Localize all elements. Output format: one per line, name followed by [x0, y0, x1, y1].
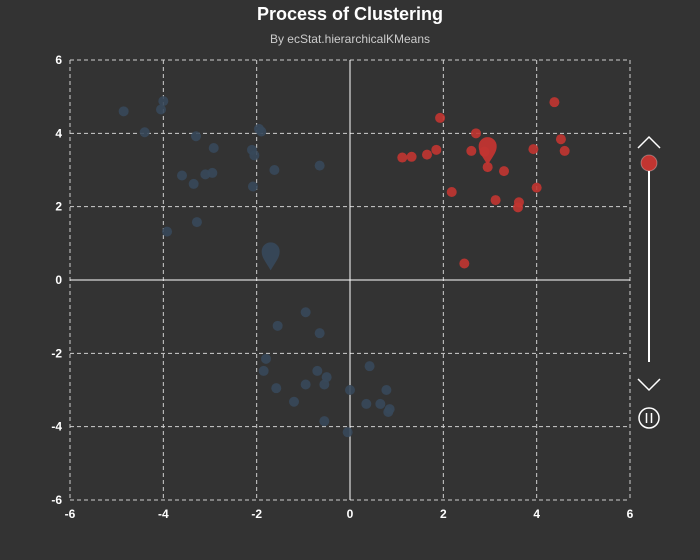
- scatter-point: [256, 126, 267, 137]
- scatter-point: [549, 97, 560, 108]
- scatter-point: [162, 226, 173, 237]
- scatter-point: [261, 353, 271, 364]
- scatter-point: [383, 407, 394, 417]
- scatter-point: [314, 160, 325, 171]
- x-tick-label: 0: [347, 507, 354, 521]
- scatter-point: [466, 145, 477, 156]
- scatter-point: [446, 187, 457, 197]
- scatter-point: [342, 427, 353, 438]
- chart-title: Process of Clustering: [256, 4, 444, 24]
- scatter-point: [207, 167, 218, 178]
- scatter-point: [258, 365, 269, 376]
- scatter-point: [397, 152, 408, 163]
- scatter-point: [272, 320, 283, 331]
- scatter-point: [482, 162, 493, 173]
- chart-subtitle: By ecStat.hierarchicalKMeans: [269, 32, 431, 46]
- y-tick-label: -6: [51, 493, 62, 507]
- scatter-point: [312, 365, 323, 376]
- timeline-prev-icon[interactable]: [637, 135, 661, 149]
- scatter-point: [531, 182, 542, 193]
- scatter-point: [247, 181, 258, 192]
- scatter-point: [528, 144, 539, 155]
- scatter-point: [364, 361, 375, 372]
- timeline-control[interactable]: [637, 135, 661, 429]
- scatter-point: [319, 416, 330, 427]
- pause-icon[interactable]: [638, 407, 660, 429]
- scatter-point: [375, 398, 386, 409]
- x-tick-labels: -6 -4 -2 0 2 4 6: [65, 507, 634, 521]
- scatter-point: [345, 385, 355, 395]
- scatter-point: [459, 258, 470, 269]
- scatter-point: [435, 112, 446, 123]
- y-tick-label: -2: [51, 346, 62, 360]
- scatter-point: [513, 202, 523, 213]
- scatter-point: [300, 379, 311, 390]
- x-tick-label: 2: [440, 507, 447, 521]
- scatter-point: [158, 96, 169, 107]
- scatter-point: [490, 195, 501, 206]
- scatter-point: [300, 307, 311, 318]
- pause-button[interactable]: [638, 407, 660, 429]
- scatter-point: [139, 127, 150, 138]
- scatter-point: [289, 396, 299, 407]
- scatter-point: [188, 178, 199, 189]
- y-tick-label: 2: [55, 200, 62, 214]
- scatter-point: [314, 328, 325, 339]
- x-tick-label: 4: [533, 507, 540, 521]
- axes: [70, 60, 630, 500]
- scatter-point: [406, 151, 417, 162]
- timeline-next-icon[interactable]: [637, 378, 661, 392]
- scatter-point: [319, 379, 330, 390]
- scatter-point: [381, 385, 392, 395]
- y-tick-label: 4: [55, 126, 62, 140]
- scatter-point: [559, 145, 570, 156]
- y-tick-label: -4: [51, 420, 62, 434]
- x-tick-label: -2: [251, 507, 262, 521]
- scatter-point: [422, 149, 432, 160]
- scatter-point: [271, 383, 282, 394]
- data-points: [118, 96, 570, 438]
- scatter-point: [156, 104, 166, 115]
- scatter-point: [471, 128, 481, 139]
- x-tick-label: -4: [158, 507, 169, 521]
- scatter-point: [177, 170, 187, 181]
- timeline-thumb[interactable]: [640, 154, 658, 172]
- scatter-point: [191, 217, 202, 228]
- scatter-point: [555, 134, 566, 145]
- scatter-point: [118, 106, 129, 117]
- scatter-point: [208, 143, 219, 153]
- y-tick-label: 6: [55, 53, 62, 67]
- x-tick-label: -6: [65, 507, 76, 521]
- scatter-point: [361, 398, 372, 409]
- y-tick-labels: 6 4 2 0 -2 -4 -6: [51, 53, 62, 507]
- scatter-point: [249, 150, 260, 161]
- scatter-point: [191, 131, 201, 142]
- scatter-point: [431, 144, 442, 155]
- x-tick-label: 6: [627, 507, 634, 521]
- cluster-centroid-marker: [478, 137, 497, 166]
- scatter-point: [499, 166, 509, 177]
- scatter-point: [269, 165, 280, 175]
- cluster-centroid-marker: [261, 242, 280, 271]
- y-tick-label: 0: [55, 273, 62, 287]
